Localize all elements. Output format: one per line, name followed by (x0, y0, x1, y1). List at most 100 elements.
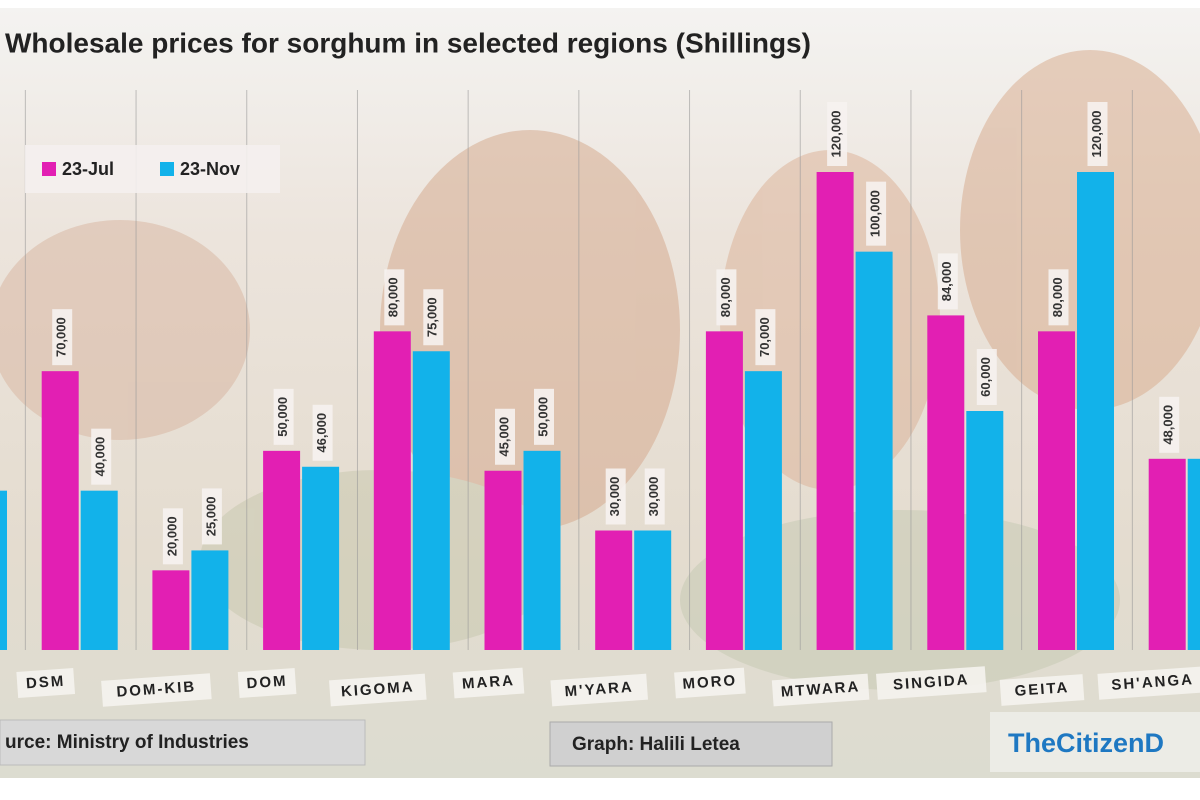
legend-box (25, 145, 280, 193)
chart-title: Wholesale prices for sorghum in selected… (5, 27, 811, 58)
value-label-box (1048, 269, 1069, 326)
bar (412, 351, 450, 650)
value-label: 120,000 (829, 111, 844, 158)
credit: Graph: Halili Letea (572, 734, 740, 755)
value-label: 80,000 (386, 277, 401, 317)
value-label-box (423, 289, 444, 346)
x-tick-label: MTWARA (780, 678, 860, 701)
bar (191, 550, 229, 650)
value-label-box (384, 269, 405, 326)
bar (595, 530, 633, 650)
x-tick-label: SH'ANGA (1111, 671, 1195, 694)
bar (523, 450, 561, 650)
value-label: 80,000 (718, 277, 733, 317)
value-label: 46,000 (314, 413, 329, 453)
value-label-box (534, 388, 554, 445)
value-label-box (1087, 102, 1108, 166)
value-label: 25,000 (203, 497, 218, 537)
bar (1148, 458, 1186, 650)
brand: TheCitizenD (1008, 728, 1164, 758)
value-label-box (91, 428, 112, 485)
value-label: 80,000 (1050, 277, 1065, 317)
value-label-box (201, 488, 222, 545)
category-label-box (16, 668, 76, 698)
value-label: 84,000 (939, 262, 954, 302)
value-label: 120,000 (1089, 111, 1104, 158)
bar (1187, 458, 1200, 650)
value-label: 70,000 (54, 317, 69, 357)
value-label-box (976, 349, 997, 405)
category-label-box (876, 666, 987, 700)
value-label: 30,000 (646, 477, 661, 517)
bar (484, 470, 522, 650)
value-label: 48,000 (1161, 405, 1176, 445)
x-tick-label: SINGIDA (893, 671, 971, 693)
value-label: 75,000 (425, 297, 440, 337)
category-label-box (329, 673, 427, 707)
value-label-box (716, 269, 737, 326)
bar (1038, 331, 1075, 650)
value-label: 50,000 (535, 397, 550, 437)
category-label-box (101, 673, 212, 707)
x-tick-label: KIGOMA (340, 678, 415, 700)
x-tick-label: MORO (682, 672, 738, 693)
category-label-box (237, 668, 297, 698)
bar (152, 570, 190, 650)
bar (634, 530, 672, 650)
value-label: 50,000 (275, 397, 290, 437)
bar (744, 371, 782, 650)
bar (0, 490, 7, 650)
source-box (0, 719, 366, 766)
brand-box (990, 712, 1200, 772)
legend-label: 23-Nov (180, 159, 240, 179)
category-label-box (771, 673, 870, 707)
x-tick-label: DOM (246, 673, 288, 693)
value-label: 30,000 (607, 477, 622, 517)
legend-swatch (160, 162, 174, 176)
x-tick-label: DOM-KIB (116, 678, 197, 701)
bar (705, 331, 743, 650)
value-label: 100,000 (868, 190, 883, 237)
value-label-box (312, 404, 333, 461)
value-label-box (162, 508, 183, 565)
value-label-box (1159, 396, 1180, 453)
value-label: 20,000 (164, 516, 179, 556)
value-label: 60,000 (978, 357, 993, 397)
value-label-box (866, 181, 887, 246)
x-tick-label: M'YARA (564, 679, 634, 701)
bar (80, 490, 118, 650)
credit-box (549, 721, 833, 767)
x-tick-label: MARA (461, 672, 515, 693)
x-tick-label: GEITA (1014, 679, 1070, 700)
value-label-box (495, 408, 515, 465)
category-label-box (452, 667, 525, 699)
bar (302, 466, 340, 650)
bar (816, 172, 854, 650)
value-label-box (52, 309, 73, 366)
bar (1077, 172, 1114, 650)
bar (263, 450, 301, 650)
value-label: 40,000 (93, 437, 108, 477)
value-label: 45,000 (496, 417, 511, 457)
bar (41, 371, 79, 650)
category-label-box (1097, 666, 1200, 700)
value-label: 70,000 (757, 317, 772, 357)
legend-label: 23-Jul (62, 159, 114, 179)
value-label-box (605, 468, 626, 525)
category-label-box (550, 673, 648, 707)
category-label-box (674, 667, 746, 699)
value-label-box (644, 468, 665, 525)
bar (855, 251, 893, 650)
source: urce: Ministry of Industries (5, 732, 249, 753)
legend-swatch (42, 162, 56, 176)
category-label-box (999, 674, 1085, 706)
value-label-box (827, 102, 848, 166)
x-tick-label: DSM (25, 673, 65, 693)
bar (966, 411, 1004, 650)
value-label-box (937, 253, 958, 310)
value-label-box (755, 309, 776, 366)
bar (927, 315, 965, 650)
value-label-box (273, 388, 294, 445)
bar (373, 331, 411, 650)
